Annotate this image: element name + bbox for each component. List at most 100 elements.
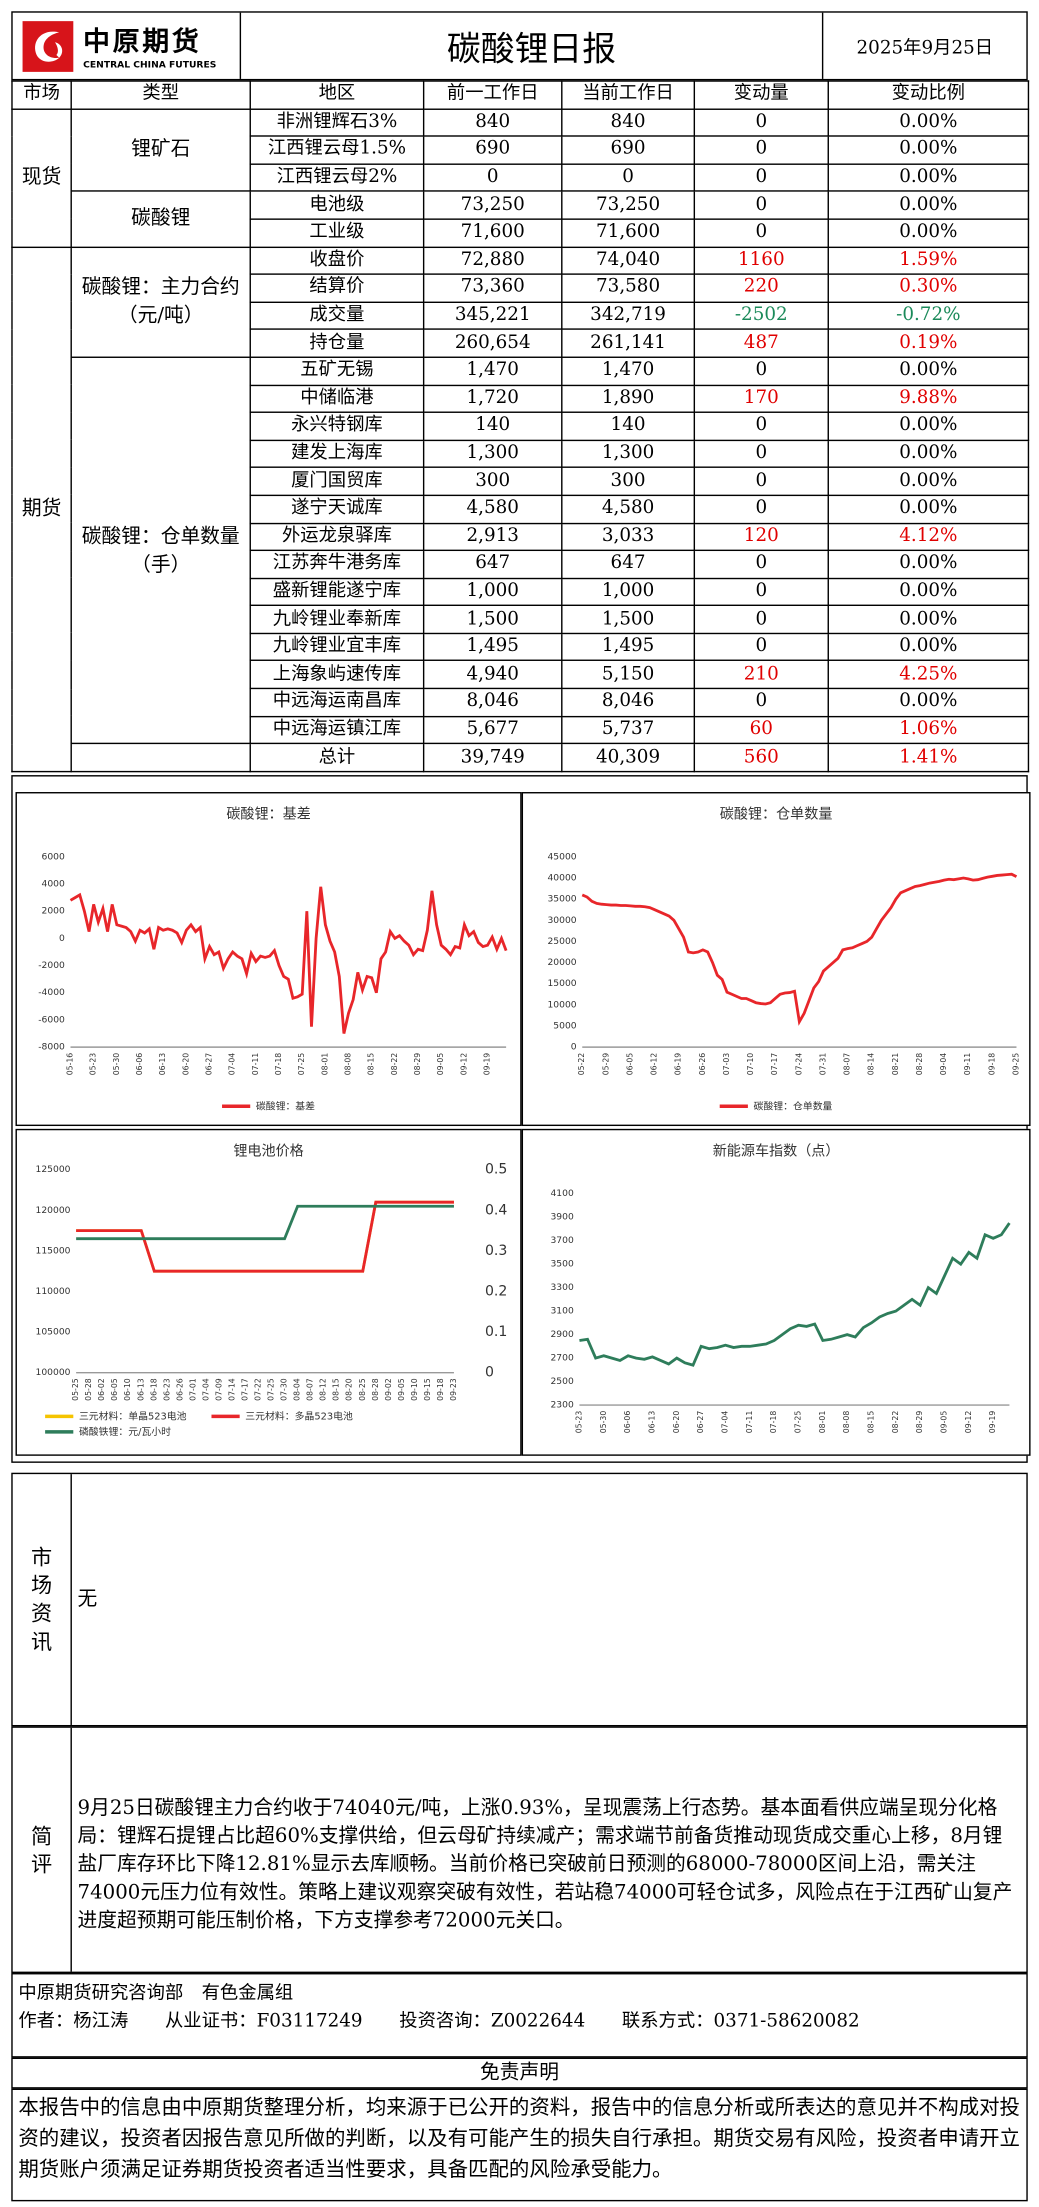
- cell: 300: [422, 466, 563, 496]
- cell: 1,500: [422, 605, 563, 634]
- market-cell: 现货: [11, 107, 72, 248]
- blank-cell: [70, 743, 251, 773]
- y-tick-label: 120000: [36, 1205, 71, 1216]
- row-label: 永兴特钢库: [249, 411, 425, 441]
- column-header: 类型: [70, 80, 251, 110]
- x-tick-label: 05-25: [71, 1378, 80, 1401]
- x-tick-label: 08-15: [866, 1411, 875, 1434]
- table-row: 九岭锂业宜丰库 1,495 1,495 0 0.00%: [12, 632, 1030, 662]
- cell: 1,890: [561, 384, 696, 414]
- x-tick-label: 08-12: [319, 1378, 328, 1401]
- y2-tick-label: 0: [485, 1365, 494, 1381]
- chart: 锂电池价格 100000 105000 110000 115000 120000 12500…: [15, 1128, 522, 1456]
- x-tick-label: 09-23: [449, 1378, 458, 1401]
- review: 简评 9月25日碳酸锂主力合约收于74040元/吨，上涨0.93%，呈现震荡上行…: [11, 1726, 1028, 1974]
- legend-label: 碳酸锂：基差: [256, 1099, 315, 1112]
- x-tick-label: 05-30: [112, 1053, 121, 1076]
- x-tick-label: 09-19: [483, 1053, 492, 1076]
- x-tick-label: 06-26: [175, 1378, 184, 1401]
- x-tick-label: 09-12: [964, 1411, 973, 1434]
- cell: -2502: [693, 301, 829, 331]
- x-tick-label: 06-13: [158, 1053, 167, 1076]
- column-header: 变动比例: [827, 80, 1030, 110]
- cell: 0: [693, 356, 829, 386]
- row-label: 中远海运镇江库: [249, 715, 425, 745]
- cell: 73,360: [422, 273, 563, 303]
- legend-label: 磷酸铁锂：元/瓦小时: [79, 1425, 171, 1438]
- x-tick-label: 05-28: [84, 1378, 93, 1401]
- cell: 0.00%: [827, 190, 1030, 220]
- cell: 1,495: [561, 632, 696, 662]
- type-cell: 碳酸锂：主力合约（元/吨）: [70, 246, 251, 358]
- y-tick-label: 3500: [550, 1259, 573, 1270]
- header-row: 市场 类型 地区 前一工作日 当前工作日 变动量 变动比例: [11, 80, 1030, 110]
- cell: 261,141: [561, 328, 696, 358]
- cell: 71,600: [561, 218, 696, 248]
- column-header: 变动量: [693, 80, 829, 110]
- y-tick-label: 40000: [547, 872, 576, 883]
- cell: 0: [693, 411, 829, 441]
- x-tick-label: 08-07: [306, 1378, 315, 1401]
- chart-title: 新能源车指数（点）: [713, 1142, 840, 1159]
- cell: 0.00%: [827, 687, 1030, 717]
- chart: 新能源车指数（点） 2300 2500 2700 2900 3100 3300 3500 370…: [521, 1128, 1031, 1456]
- x-tick-label: 09-19: [988, 1411, 997, 1434]
- row-label: 总计: [249, 743, 425, 773]
- x-tick-label: 07-18: [769, 1411, 778, 1434]
- x-tick-label: 09-10: [410, 1378, 419, 1401]
- logo: 中原期货 CENTRAL CHINA FUTURES: [13, 12, 242, 79]
- x-tick-label: 06-06: [135, 1053, 144, 1076]
- cell: 0.00%: [827, 163, 1030, 193]
- table-row: 期货 碳酸锂：主力合约（元/吨） 收盘价 72,880 74,040 1160 1.59%: [11, 246, 1030, 773]
- x-tick-label: 07-25: [793, 1411, 802, 1434]
- y-tick-label: 3900: [550, 1212, 573, 1223]
- row-label: 结算价: [249, 273, 425, 303]
- x-tick-label: 08-28: [371, 1378, 380, 1401]
- table-row: 厦门国贸库 300 300 0 0.00%: [12, 466, 1030, 496]
- column-header: 地区: [249, 80, 425, 110]
- logo-en: CENTRAL CHINA FUTURES: [83, 59, 217, 71]
- cell: 4,940: [422, 660, 563, 690]
- cell: 0: [693, 190, 829, 220]
- data-line: [579, 1222, 1011, 1367]
- logo-text: 中原期货 CENTRAL CHINA FUTURES: [83, 21, 217, 71]
- chart: 碳酸锂：仓单数量 0 5000 10000 15000 20000 25000 30000 35…: [521, 792, 1031, 1127]
- column-header: 市场: [11, 80, 72, 110]
- section-text: 9月25日碳酸锂主力合约收于74040元/吨，上涨0.93%，呈现震荡上行态势。…: [77, 1796, 1013, 1932]
- y-tick-label: -6000: [38, 1014, 65, 1025]
- x-tick-label: 07-22: [254, 1378, 263, 1401]
- cell: 647: [561, 549, 696, 579]
- table-row: 江西锂云母1.5% 690 690 0 0.00%: [12, 135, 1030, 165]
- row-label: 成交量: [249, 301, 425, 331]
- x-tick-label: 08-01: [818, 1411, 827, 1434]
- cell: 0: [693, 466, 829, 496]
- data-line: [581, 872, 1018, 1026]
- y-tick-label: 15000: [547, 978, 576, 989]
- x-tick-label: 06-13: [647, 1411, 656, 1434]
- x-tick-label: 06-19: [674, 1053, 683, 1076]
- section-label: 市场资讯: [13, 1474, 72, 1725]
- row-label: 厦门国贸库: [249, 466, 425, 496]
- table-row: 现货 锂矿石 非洲锂辉石3% 840 840 0 0.00%: [11, 107, 1030, 248]
- cell: 120: [693, 522, 829, 552]
- x-tick-label: 09-11: [963, 1053, 972, 1076]
- cell: 0.00%: [827, 632, 1030, 662]
- table-row: 中远海运南昌库 8,046 8,046 0 0.00%: [12, 687, 1030, 717]
- cell: 690: [422, 135, 563, 165]
- y-tick-label: -4000: [38, 987, 65, 998]
- y-tick-label: 0: [59, 933, 65, 944]
- x-tick-label: 07-10: [746, 1053, 755, 1076]
- cell: 840: [422, 107, 563, 137]
- x-tick-label: 08-01: [320, 1053, 329, 1076]
- cell: 210: [693, 660, 829, 690]
- cell: 40,309: [561, 743, 696, 773]
- cell: 73,580: [561, 273, 696, 303]
- row-label: 五矿无锡: [249, 356, 425, 386]
- cell: 0.00%: [827, 411, 1030, 441]
- x-tick-label: 09-25: [1011, 1053, 1020, 1076]
- x-tick-label: 07-09: [214, 1378, 223, 1401]
- cell: 1,500: [561, 605, 696, 634]
- y-tick-label: 6000: [42, 851, 65, 862]
- row-label: 非洲锂辉石3%: [249, 107, 425, 137]
- cell: 0.00%: [827, 107, 1030, 137]
